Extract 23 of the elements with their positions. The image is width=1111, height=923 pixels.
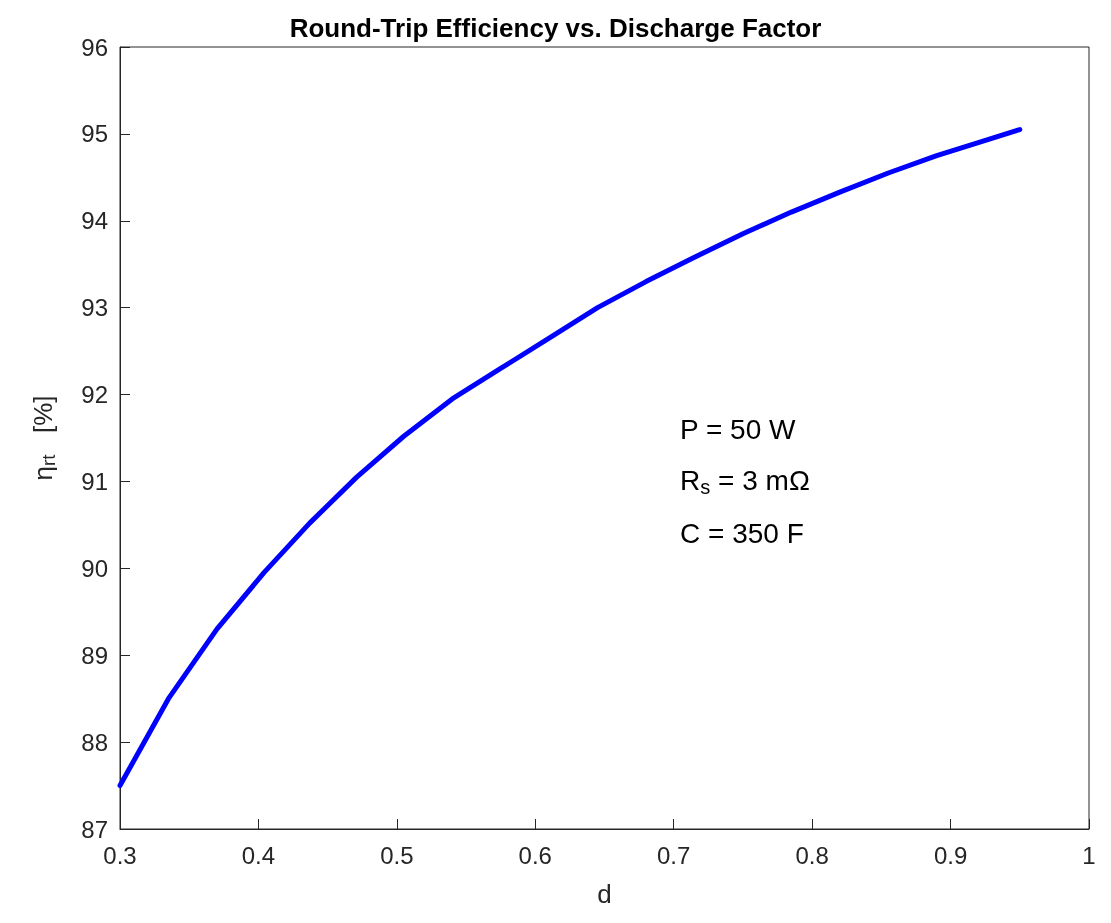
annotation: C = 350 F <box>680 517 804 549</box>
x-tick-label: 0.8 <box>795 841 829 869</box>
x-axis-title: d <box>597 879 612 909</box>
y-tick-label: 93 <box>81 294 108 322</box>
x-tick-label: 0.5 <box>380 841 414 869</box>
x-tick-label: 0.9 <box>933 841 968 869</box>
x-tick-label: 0.6 <box>518 841 552 869</box>
x-tick-label: 0.7 <box>657 841 691 869</box>
y-tick-label: 91 <box>81 467 108 495</box>
x-tick-label: 1 <box>1082 841 1096 869</box>
y-tick-label: 94 <box>81 207 108 235</box>
y-axis-title: ηrt [%] <box>27 395 59 481</box>
y-tick-label: 96 <box>81 33 108 61</box>
x-tick-label: 0.3 <box>103 841 137 869</box>
annotation: P = 50 W <box>680 413 796 445</box>
y-tick-label: 95 <box>81 120 108 148</box>
x-tick-label: 0.4 <box>241 841 276 869</box>
y-tick-label: 87 <box>81 815 108 843</box>
y-tick-label: 88 <box>81 728 108 756</box>
y-tick-label: 89 <box>81 641 108 669</box>
y-tick-label: 90 <box>81 554 108 582</box>
y-tick-label: 92 <box>81 381 108 409</box>
chart-title: Round-Trip Efficiency vs. Discharge Factor <box>289 13 822 43</box>
